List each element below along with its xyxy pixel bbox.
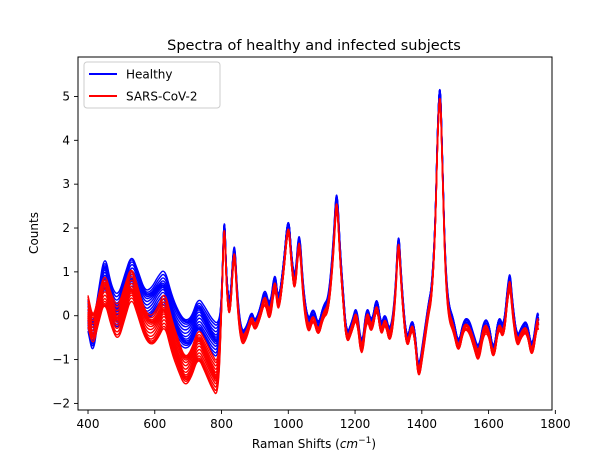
y-tick-label: −1: [52, 353, 70, 367]
x-tick-label: 1400: [407, 417, 438, 431]
y-tick-label: 0: [62, 309, 70, 323]
y-tick-label: 3: [62, 177, 70, 191]
x-tick-label: 1800: [540, 417, 571, 431]
legend-label-healthy: Healthy: [126, 68, 173, 82]
series-line-sars-cov-2: [87, 97, 539, 367]
legend-label-sars-cov-2: SARS-CoV-2: [126, 90, 198, 104]
x-tick-label: 800: [210, 417, 233, 431]
series-line-sars-cov-2: [87, 103, 540, 395]
x-axis-label-text: Raman Shifts: [252, 437, 331, 451]
y-tick-label: 2: [62, 221, 70, 235]
legend: Healthy SARS-CoV-2: [83, 61, 221, 109]
x-axis-unit-exponent: −1: [358, 436, 371, 446]
y-tick-label: 5: [62, 89, 70, 103]
legend-box: [83, 61, 221, 109]
series-line-healthy: [87, 88, 540, 363]
y-tick-label: −2: [52, 396, 70, 410]
y-axis: −2 −1 0 1 2 3 4 5: [52, 89, 78, 410]
series-line-sars-cov-2: [87, 103, 540, 392]
chart-title: Spectra of healthy and infected subjects: [167, 38, 461, 54]
x-axis-unit: cm: [340, 437, 358, 451]
series-layer: [87, 88, 540, 395]
x-tick-label: 1600: [473, 417, 504, 431]
y-axis-label: Counts: [27, 212, 41, 254]
x-tick-label: 400: [77, 417, 100, 431]
x-tick-label: 1200: [340, 417, 371, 431]
x-tick-label: 1000: [273, 417, 304, 431]
y-tick-label: 4: [62, 133, 70, 147]
x-tick-label: 600: [143, 417, 166, 431]
plot-frame: [77, 56, 553, 411]
x-axis-label: Raman Shifts (cm−1): [252, 436, 376, 451]
series-line-sars-cov-2: [87, 104, 539, 388]
y-tick-label: 1: [62, 265, 70, 279]
x-axis: 400 600 800 1000 1200 1400 1600 1800: [77, 410, 571, 431]
